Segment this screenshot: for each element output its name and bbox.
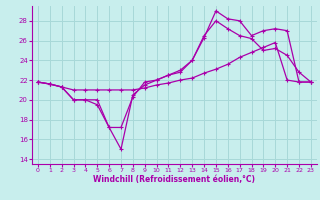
X-axis label: Windchill (Refroidissement éolien,°C): Windchill (Refroidissement éolien,°C)	[93, 175, 255, 184]
